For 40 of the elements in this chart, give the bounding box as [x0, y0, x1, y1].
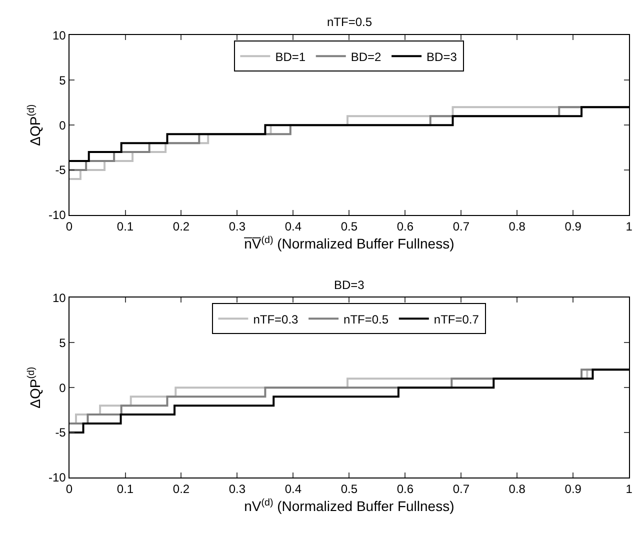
chart-title: BD=3: [334, 278, 365, 292]
x-tick-label: 0.1: [116, 219, 134, 234]
x-tick-label: 0.2: [172, 219, 190, 234]
x-tick-label: 0.7: [452, 482, 470, 496]
y-tick-label: -5: [55, 426, 66, 440]
x-tick-label: 0.4: [284, 482, 302, 496]
x-tick-label: 0.7: [452, 219, 470, 234]
x-axis-title: nV$^{(d)}$ (Normalized Buffer Fullness): [244, 497, 454, 514]
y-tick-label: 10: [52, 290, 66, 305]
y-tick-label: -10: [48, 470, 66, 485]
y-tick-label: -10: [48, 208, 66, 222]
x-tick-label: 0.4: [284, 219, 302, 234]
legend-label: BD=3: [426, 50, 458, 64]
x-tick-label: 0.8: [508, 482, 526, 496]
x-tick-label: 0.3: [228, 219, 246, 234]
x-tick-label: 0.9: [564, 482, 582, 496]
x-tick-label: 0.5: [340, 482, 358, 496]
x-tick-label: 0.6: [396, 219, 414, 234]
y-tick-label: 0: [59, 380, 66, 395]
x-tick-label: 1: [626, 482, 633, 496]
legend-label: nTF=0.3: [253, 312, 299, 326]
y-tick-label: 5: [59, 336, 66, 350]
x-tick-label: 0.2: [172, 482, 190, 496]
x-tick-label: 0.3: [228, 482, 246, 496]
y-tick-label: 10: [52, 28, 66, 42]
x-tick-label: 0.5: [340, 219, 358, 234]
y-tick-label: -5: [55, 163, 66, 178]
x-tick-label: 0.8: [508, 219, 526, 234]
legend-label: nTF=0.5: [344, 312, 389, 326]
legend-label: BD=2: [350, 50, 382, 64]
x-tick-label: 1: [626, 219, 633, 234]
legend-label: nTF=0.7: [434, 312, 480, 326]
legend-label: BD=1: [275, 50, 306, 64]
x-tick-label: 0.1: [116, 482, 134, 496]
x-axis-title: n̅V̅$^{(d)}$ (Normalized Buffer Fullness): [243, 234, 454, 252]
y-tick-label: 5: [59, 73, 66, 88]
x-tick-label: 0.6: [396, 482, 414, 496]
chart-title: nTF=0.5: [327, 15, 372, 29]
y-tick-label: 0: [59, 118, 66, 132]
x-tick-label: 0.9: [564, 219, 582, 234]
